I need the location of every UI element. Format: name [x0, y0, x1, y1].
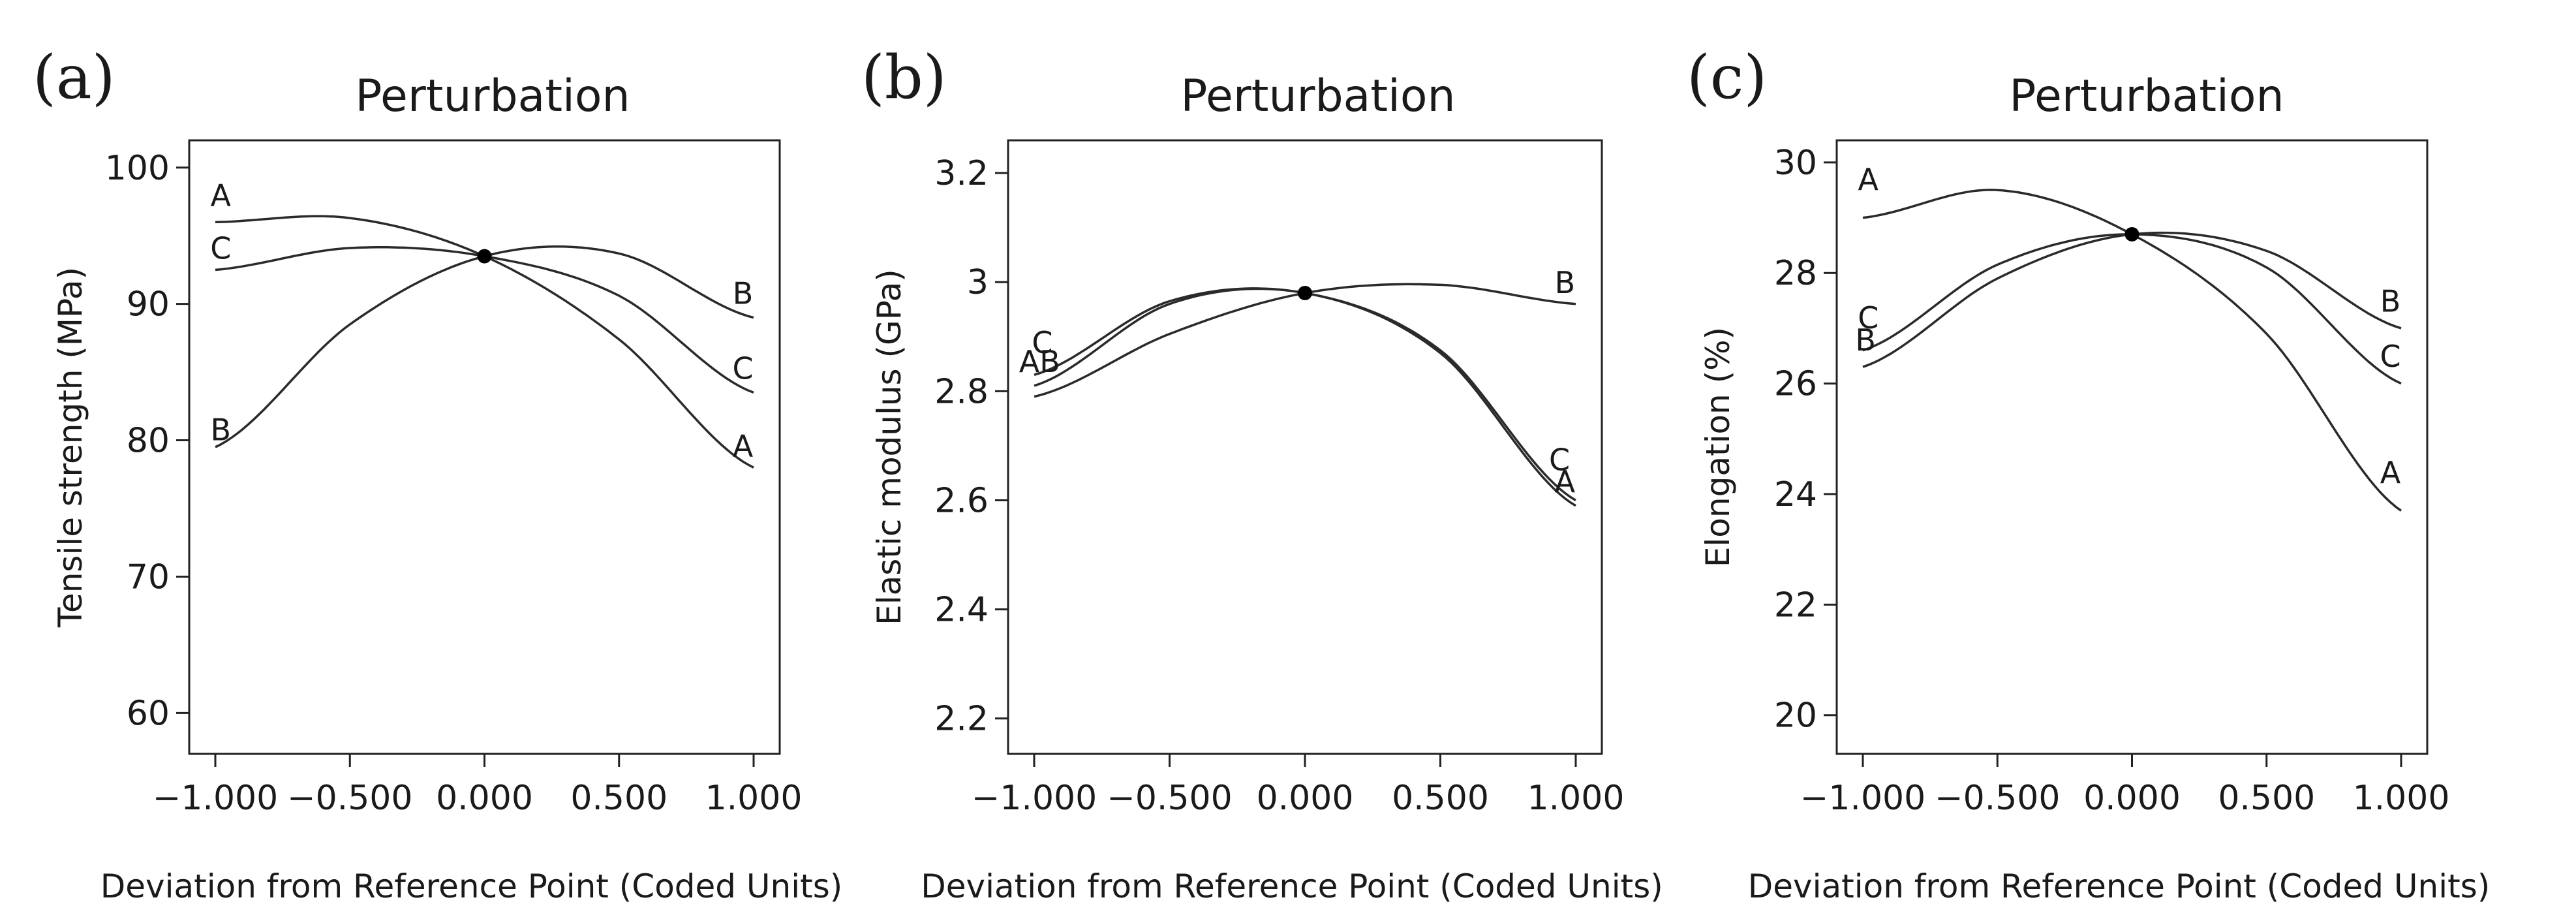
- x-tick-label: 1.000: [1527, 779, 1625, 818]
- curve-label-A: A: [211, 178, 232, 213]
- y-tick-label: 2.8: [934, 372, 989, 411]
- y-tick-label: 24: [1774, 475, 1817, 514]
- y-tick-label: 2.6: [934, 481, 989, 520]
- x-tick-label: 0.500: [570, 779, 667, 818]
- x-tick-label: 1.000: [705, 779, 803, 818]
- x-tick-label: −0.500: [1935, 779, 2060, 818]
- plot-frame: [188, 139, 781, 755]
- y-tick-label: 70: [127, 557, 170, 597]
- curve-label-C: C: [1032, 325, 1052, 360]
- panel-b: (b) Perturbation 2.2 2.4 2.6 2.8 3 3.2 −1.000 −0.…: [861, 42, 1663, 905]
- reference-point: [2124, 226, 2139, 241]
- curve-label-B: B: [1855, 322, 1876, 358]
- y-tick-label: 2.4: [934, 591, 989, 630]
- curve-label-C: C: [1858, 300, 1878, 335]
- y-tick-label: 90: [127, 285, 170, 324]
- y-axis-label: Tensile strength (MPa): [52, 267, 89, 628]
- panel-letter: (c): [1687, 42, 1767, 112]
- y-tick-label: 100: [105, 149, 170, 188]
- x-tick-label: 0.500: [2218, 779, 2315, 818]
- panel-letter: (b): [861, 42, 947, 112]
- y-tick-label: 28: [1774, 254, 1817, 293]
- curve-label-B: B: [2380, 284, 2401, 319]
- x-tick-label: 0.000: [2083, 779, 2181, 818]
- reference-point: [477, 249, 492, 264]
- x-tick-label: −0.500: [287, 779, 412, 818]
- curve-label-A: A: [2380, 455, 2401, 490]
- x-tick-label: −0.500: [1107, 779, 1232, 818]
- y-tick-label: 30: [1774, 144, 1817, 183]
- plot-title: Perturbation: [2009, 70, 2284, 122]
- x-axis-label: Deviation from Reference Point (Coded Un…: [1748, 867, 2491, 905]
- x-tick-label: 0.000: [1257, 779, 1354, 818]
- curve-label-A: A: [1858, 162, 1879, 197]
- x-tick-label: −1.000: [153, 779, 278, 818]
- y-tick-label: 3.2: [934, 154, 989, 193]
- series-line-B: [1034, 283, 1576, 398]
- y-tick-label: 22: [1774, 585, 1817, 625]
- y-tick-label: 26: [1774, 365, 1817, 404]
- y-tick-label: 80: [127, 422, 170, 461]
- series-line-C: [1034, 287, 1576, 501]
- x-tick-label: −1.000: [1800, 779, 1925, 818]
- curve-label-AB: AB: [1019, 344, 1060, 379]
- curve-label-A: A: [733, 429, 754, 464]
- series-line-B: [215, 245, 754, 448]
- series-line-C: [215, 246, 754, 394]
- curve-label-B: B: [733, 276, 754, 311]
- x-tick-label: 0.000: [436, 779, 533, 818]
- y-axis-label: Elastic modulus (GPa): [870, 269, 908, 625]
- x-tick-label: −1.000: [972, 779, 1097, 818]
- curve-label-A: A: [1555, 464, 1576, 499]
- x-axis-label: Deviation from Reference Point (Coded Un…: [921, 867, 1663, 905]
- plot-frame: [1007, 139, 1603, 755]
- plot-title: Perturbation: [1180, 70, 1455, 122]
- curve-label-C: C: [210, 231, 231, 266]
- curve-label-C: C: [732, 351, 753, 386]
- curve-label-B: B: [210, 413, 231, 448]
- curve-label-B: B: [1555, 265, 1576, 300]
- y-tick-label: 3: [967, 263, 989, 302]
- x-axis-label: Deviation from Reference Point (Coded Un…: [100, 867, 843, 905]
- y-axis-label: Elongation (%): [1699, 327, 1737, 567]
- panel-letter: (a): [33, 42, 115, 112]
- series-line-A: [1034, 287, 1576, 507]
- curve-label-C: C: [1549, 443, 1570, 478]
- x-tick-label: 0.500: [1392, 779, 1489, 818]
- y-tick-label: 2.2: [934, 700, 989, 739]
- series-line-C: [1862, 233, 2402, 385]
- x-tick-label: 1.000: [2353, 779, 2450, 818]
- reference-point: [1298, 285, 1312, 300]
- plot-title: Perturbation: [355, 70, 630, 122]
- y-tick-label: 20: [1774, 696, 1817, 736]
- curve-label-C: C: [2380, 339, 2400, 374]
- y-tick-label: 60: [127, 694, 170, 733]
- panel-a: (a) Perturbation 60 70 80 90 100 −1.000 −0.500 0.…: [33, 42, 842, 905]
- panel-c: (c) Perturbation 20 22 24 26 28 30 −1.000 −0.500 0…: [1687, 42, 2490, 905]
